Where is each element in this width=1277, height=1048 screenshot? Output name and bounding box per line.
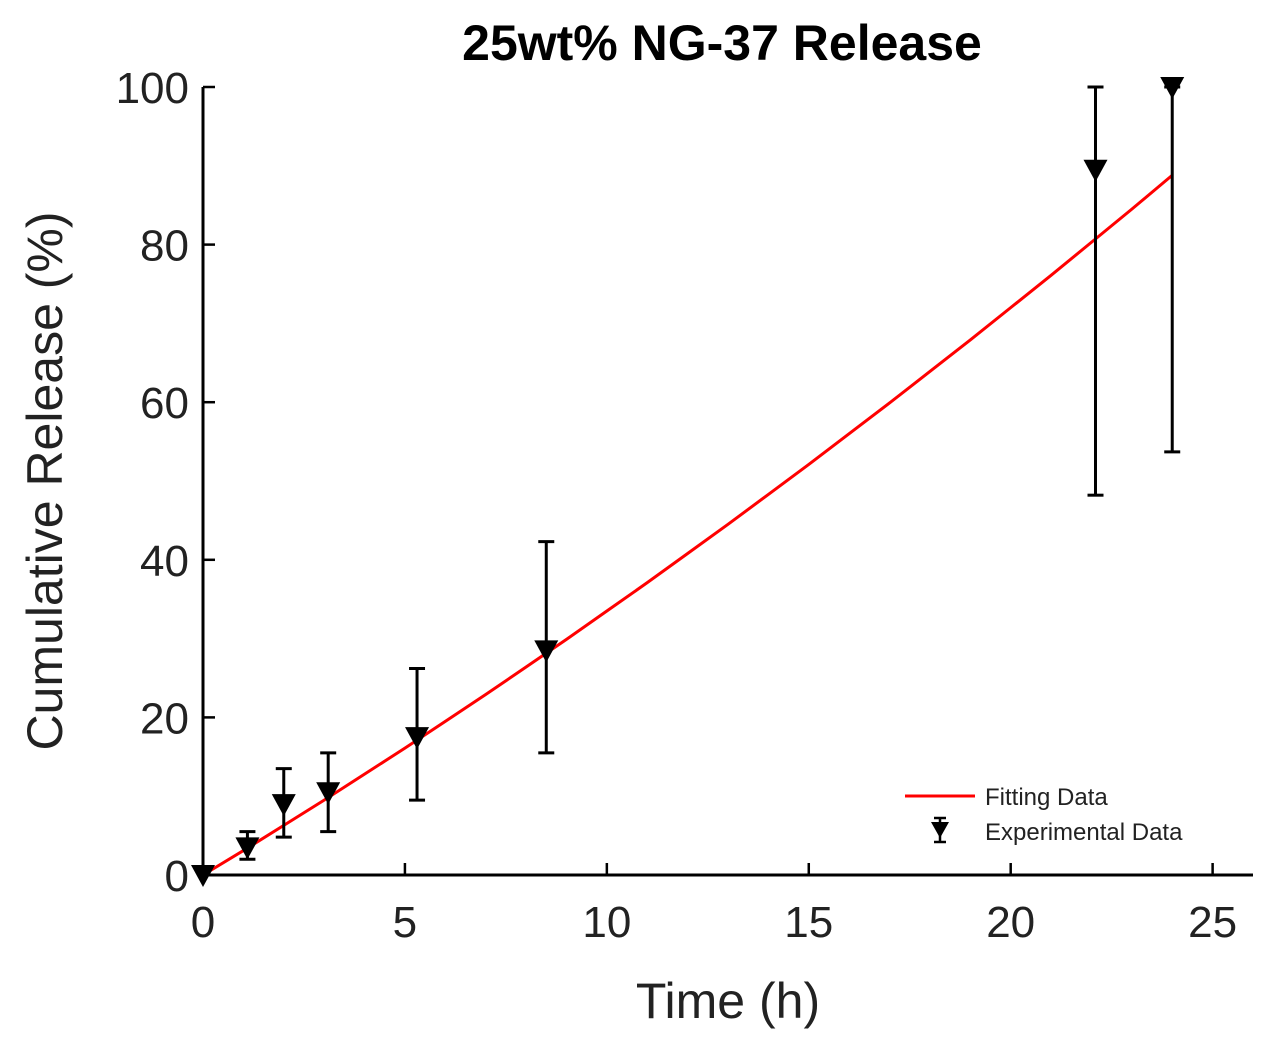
y-tick-label: 0 xyxy=(165,852,189,901)
experimental-point xyxy=(534,540,559,755)
triangle-marker xyxy=(1083,159,1108,182)
experimental-point xyxy=(235,830,260,861)
legend-label-fitting: Fitting Data xyxy=(985,784,1108,811)
triangle-marker xyxy=(235,837,260,860)
series-layer xyxy=(191,77,1185,887)
plot-area: 0 5 10 15 20 25 0 20 40 60 80 100 xyxy=(116,64,1253,947)
y-tick-label: 60 xyxy=(140,379,189,428)
x-tick-label: 0 xyxy=(191,898,215,947)
triangle-marker xyxy=(191,865,215,887)
experimental-point xyxy=(1083,85,1108,497)
y-tick-label: 40 xyxy=(140,537,189,586)
y-ticks: 0 20 40 60 80 100 xyxy=(116,64,215,901)
y-tick-label: 20 xyxy=(140,694,189,743)
x-tick-label: 25 xyxy=(1188,898,1237,947)
triangle-marker xyxy=(1160,77,1185,99)
experimental-point xyxy=(316,751,341,834)
experimental-point xyxy=(405,667,430,802)
y-axis-label: Cumulative Release (%) xyxy=(17,211,73,750)
x-tick-label: 20 xyxy=(986,898,1035,947)
triangle-marker xyxy=(271,794,296,817)
experimental-point xyxy=(271,767,296,839)
y-tick-label: 80 xyxy=(140,222,189,271)
experimental-point xyxy=(1160,77,1185,454)
x-tick-label: 15 xyxy=(784,898,833,947)
fitting-line xyxy=(202,174,1174,877)
x-ticks: 0 5 10 15 20 25 xyxy=(191,863,1237,947)
chart-title: 25wt% NG-37 Release xyxy=(462,15,982,71)
triangle-marker xyxy=(534,640,559,663)
triangle-marker xyxy=(405,727,430,750)
legend-label-experimental: Experimental Data xyxy=(985,819,1183,846)
triangle-marker xyxy=(316,782,341,805)
legend-swatch-experimental xyxy=(931,816,949,844)
x-axis-label: Time (h) xyxy=(636,973,820,1029)
experimental-point xyxy=(191,865,215,887)
x-tick-label: 10 xyxy=(582,898,631,947)
legend: Fitting Data Experimental Data xyxy=(905,784,1183,846)
x-tick-label: 5 xyxy=(393,898,417,947)
y-tick-label: 100 xyxy=(116,64,189,113)
